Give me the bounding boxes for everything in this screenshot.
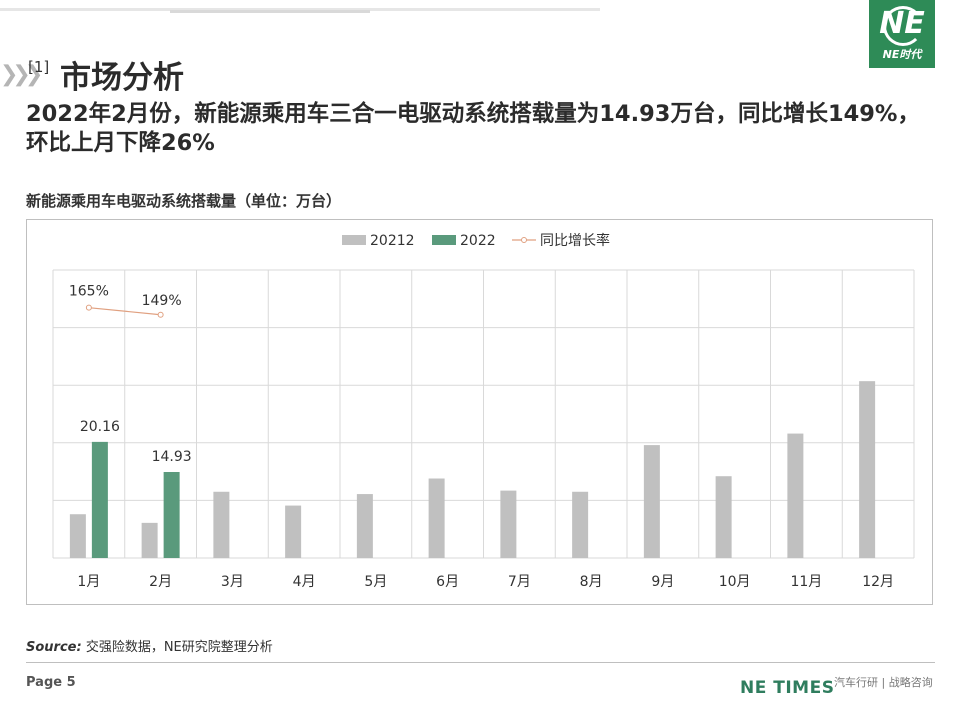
bar-series-20212 — [141, 522, 158, 558]
legend-swatch — [432, 235, 456, 245]
logo-text: NE时代 — [882, 48, 922, 61]
chart-frame — [26, 219, 933, 605]
bar-series-20212 — [356, 494, 373, 558]
chart-title: 新能源乘用车电驱动系统搭载量（单位：万台） — [26, 192, 342, 210]
x-tick-label: 5月 — [364, 574, 387, 590]
footer-divider — [26, 662, 935, 663]
x-tick-label: 12月 — [862, 574, 894, 590]
logo-mark: NE — [879, 6, 925, 41]
point-growth-rate — [157, 311, 164, 318]
x-tick-label: 9月 — [651, 574, 674, 590]
legend-swatch — [342, 235, 366, 245]
bar-series-20212 — [643, 445, 660, 558]
legend-label: 20212 — [370, 233, 415, 249]
point-growth-rate — [85, 304, 92, 311]
x-tick-label: 3月 — [221, 574, 244, 590]
legend-label: 同比增长率 — [540, 232, 610, 249]
bar-series-2022 — [163, 472, 180, 558]
data-label-growth-rate: 165% — [69, 284, 109, 300]
x-tick-label: 10月 — [719, 574, 751, 590]
x-tick-label: 6月 — [436, 574, 459, 590]
bar-chart: 20.16 1月 14.93 2月 3月 4月 5月 6月 7月 8月 9月 10月 11月 12月 165… — [52, 232, 915, 590]
bar-series-20212 — [69, 514, 86, 558]
x-tick-label: 11月 — [790, 574, 822, 590]
data-label-growth-rate: 149% — [142, 293, 182, 309]
section-arrows-icon: ❯❯❯ — [0, 62, 43, 87]
data-label-2022: 20.16 — [80, 419, 120, 435]
legend-line-marker — [521, 237, 527, 243]
bar-series-20212 — [572, 491, 589, 558]
x-tick-label: 1月 — [77, 574, 100, 590]
bar-series-2022 — [91, 441, 108, 558]
ne-times-logo: NE NE时代 — [869, 0, 935, 68]
bar-series-20212 — [859, 381, 876, 558]
page-number: Page 5 — [26, 675, 76, 690]
header-decoration — [0, 8, 600, 13]
footer-tagline: 汽车行研 | 战略咨询 — [834, 676, 933, 689]
logo-ring-icon — [883, 6, 923, 46]
x-tick-label: 8月 — [580, 574, 603, 590]
source-text: 交强险数据，NE研究院整理分析 — [85, 640, 273, 655]
x-tick-label: 4月 — [293, 574, 316, 590]
bar-series-20212 — [213, 491, 230, 558]
x-tick-label: 7月 — [508, 574, 531, 590]
bar-series-20212 — [715, 476, 732, 558]
line-series-growth-rate — [88, 307, 161, 316]
section-title: 市场分析 — [60, 60, 184, 96]
section-number: [1] — [28, 58, 50, 76]
source-label: Source: — [26, 640, 82, 655]
bar-series-20212 — [428, 478, 445, 558]
data-label-2022: 14.93 — [152, 449, 192, 465]
bar-series-20212 — [285, 505, 302, 558]
bar-series-20212 — [787, 433, 804, 558]
source-note: Source: 交强险数据，NE研究院整理分析 — [26, 636, 273, 655]
footer-brand: NE TIMES — [740, 678, 835, 698]
headline: 2022年2月份，新能源乘用车三合一电驱动系统搭载量为14.93万台，同比增长1… — [26, 101, 920, 156]
bar-series-20212 — [500, 490, 517, 558]
legend-label: 2022 — [460, 233, 496, 249]
x-tick-label: 2月 — [149, 574, 172, 590]
